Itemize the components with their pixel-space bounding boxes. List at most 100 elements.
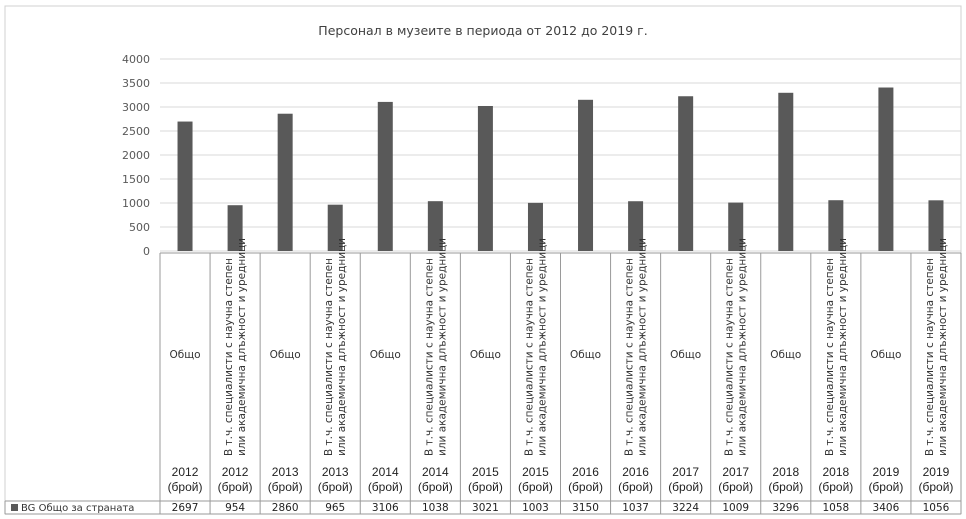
category-year: 2012 [172, 465, 199, 479]
bar [477, 105, 493, 251]
table-value: 1058 [822, 502, 849, 514]
category-year: 2015 [522, 465, 549, 479]
category-unit: (брой) [768, 480, 803, 494]
y-tick-label: 0 [143, 245, 150, 258]
table-value: 1037 [622, 502, 649, 514]
category-year: 2013 [322, 465, 349, 479]
chart-title: Персонал в музеите в периода от 2012 до … [318, 23, 647, 38]
category-label-line: В т.ч. специалисти с научна степен [924, 258, 936, 456]
category-year: 2018 [822, 465, 849, 479]
table-value: 2860 [272, 502, 299, 514]
category-label-rotated: В т.ч. специалисти с научна степен или ак… [323, 238, 348, 456]
category-label-line: или академична длъжност и уредници [236, 238, 248, 456]
category-label: Общо [470, 349, 501, 361]
category-unit: (брой) [218, 480, 253, 494]
category-label: Общо [570, 349, 601, 361]
category-year: 2013 [272, 465, 299, 479]
category-year: 2018 [772, 465, 799, 479]
category-year: 2012 [222, 465, 249, 479]
category-unit: (брой) [868, 480, 903, 494]
category-year: 2014 [422, 465, 449, 479]
table-value: 3021 [472, 502, 499, 514]
category-unit: (брой) [318, 480, 353, 494]
category-unit: (брой) [668, 480, 703, 494]
category-label: Общо [770, 349, 801, 361]
legend-series-name: BG Общо за страната [21, 503, 134, 514]
y-tick-label: 1500 [122, 173, 150, 186]
category-label-line: или академична длъжност и уредници [436, 238, 448, 456]
table-value: 1003 [522, 502, 549, 514]
y-tick-label: 500 [129, 221, 150, 234]
y-tick-label: 1000 [122, 197, 150, 210]
category-label-rotated: В т.ч. специалисти с научна степен или ак… [423, 238, 448, 456]
category-unit: (брой) [718, 480, 753, 494]
category-label-line: или академична длъжност и уредници [737, 238, 749, 456]
bar [277, 113, 293, 251]
category-label: Общо [170, 349, 201, 361]
table-value: 1038 [422, 502, 449, 514]
table-value: 3224 [672, 502, 699, 514]
bars [177, 87, 944, 252]
category-label-line: или академична длъжност и уредници [837, 238, 849, 456]
category-unit: (брой) [818, 480, 853, 494]
category-label: Общо [670, 349, 701, 361]
bar [527, 202, 543, 251]
category-year: 2017 [722, 465, 749, 479]
bar [628, 201, 644, 251]
category-label: Общо [270, 349, 301, 361]
category-label-line: В т.ч. специалисти с научна степен [223, 258, 235, 456]
category-label-line: или академична длъжност и уредници [937, 238, 949, 456]
category-label-rotated: В т.ч. специалисти с научна степен или ак… [223, 238, 248, 456]
category-label-line: В т.ч. специалисти с научна степен [624, 258, 636, 456]
category-unit: (брой) [618, 480, 653, 494]
category-label-rotated: В т.ч. специалисти с научна степен или ак… [523, 238, 548, 456]
bar [377, 101, 393, 251]
category-unit: (брой) [268, 480, 303, 494]
y-axis: 0 500 1000 1500 2000 2500 3000 3500 4000 [122, 53, 150, 258]
table-value: 954 [225, 502, 245, 514]
category-unit: (брой) [468, 480, 503, 494]
category-year: 2019 [873, 465, 900, 479]
category-label-line: или академична длъжност и уредници [536, 238, 548, 456]
category-label-line: или академична длъжност и уредници [336, 238, 348, 456]
y-tick-label: 2000 [122, 149, 150, 162]
bar [878, 87, 894, 252]
category-label-rotated: В т.ч. специалисти с научна степен или ак… [624, 238, 649, 456]
bar [828, 200, 844, 251]
gridlines [160, 58, 961, 252]
category-label-line: В т.ч. специалисти с научна степен [323, 258, 335, 456]
legend-swatch [11, 504, 18, 511]
table-value: 3150 [572, 502, 599, 514]
bar [227, 205, 243, 251]
bar [728, 202, 744, 251]
category-label: Общо [370, 349, 401, 361]
category-label-rotated: В т.ч. специалисти с научна степен или ак… [724, 238, 749, 456]
table-value: 3106 [372, 502, 399, 514]
category-unit: (брой) [418, 480, 453, 494]
bar [928, 200, 944, 251]
category-label: Общо [870, 349, 901, 361]
category-label-rotated: В т.ч. специалисти с научна степен или ак… [924, 238, 949, 456]
chart-frame [4, 5, 962, 515]
category-label-rotated: В т.ч. специалисти с научна степен или ак… [824, 238, 849, 456]
category-label-line: В т.ч. специалисти с научна степен [523, 258, 535, 456]
category-year: 2017 [672, 465, 699, 479]
table-value: 965 [325, 502, 345, 514]
category-label-line: В т.ч. специалисти с научна степен [724, 258, 736, 456]
y-tick-label: 3500 [122, 77, 150, 90]
table-value: 1056 [923, 502, 950, 514]
table-value: 2697 [172, 502, 199, 514]
bar [427, 201, 443, 251]
y-tick-label: 2500 [122, 125, 150, 138]
category-unit: (брой) [919, 480, 954, 494]
table-value: 3296 [772, 502, 799, 514]
category-year: 2015 [472, 465, 499, 479]
category-unit: (брой) [568, 480, 603, 494]
table-value: 1009 [722, 502, 749, 514]
y-tick-label: 4000 [122, 53, 150, 66]
table-value: 3406 [873, 502, 900, 514]
category-year: 2016 [572, 465, 599, 479]
bar [327, 204, 343, 251]
